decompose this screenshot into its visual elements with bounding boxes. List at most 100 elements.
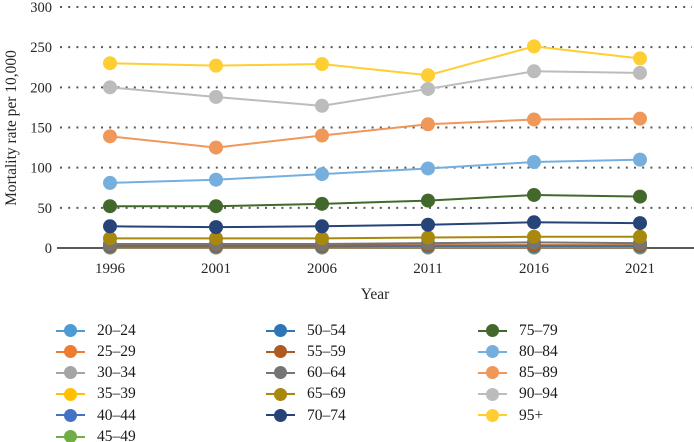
- data-point: [315, 167, 329, 182]
- legend-item: 80–84: [478, 341, 558, 362]
- legend-dot: [486, 408, 499, 422]
- data-point: [315, 196, 329, 211]
- data-point: [633, 216, 647, 231]
- legend-item: 40–44: [56, 405, 136, 426]
- data-point: [209, 199, 223, 214]
- series-line: [110, 235, 640, 240]
- data-point: [315, 98, 329, 113]
- legend-dot: [274, 408, 287, 422]
- legend-dot: [486, 387, 499, 401]
- legend-marker-icon: [478, 408, 507, 422]
- legend-item: 55–59: [266, 341, 346, 362]
- legend-marker-icon: [478, 345, 507, 359]
- data-point: [527, 39, 541, 54]
- legend-label: 90–94: [519, 385, 558, 403]
- data-point: [209, 140, 223, 155]
- axis-labels-layer: 0 50 100 150 200 250 300 1996 2001 2006 2011 2016 20…: [30, 0, 655, 277]
- legend-dot: [274, 387, 287, 401]
- legend-dot: [486, 324, 499, 338]
- legend-dot: [274, 324, 287, 338]
- data-point: [633, 111, 647, 126]
- legend-item: 45–49: [56, 426, 136, 442]
- legend-item: 50–54: [266, 320, 346, 341]
- data-point: [527, 229, 541, 244]
- data-point: [421, 217, 435, 232]
- series-line: [110, 193, 641, 208]
- legend-label: 45–49: [97, 427, 136, 442]
- legend-item: 35–39: [56, 384, 136, 405]
- legend-marker-icon: [266, 408, 295, 422]
- legend-item: 60–64: [266, 362, 346, 383]
- legend-item: 95+: [478, 405, 558, 426]
- chart-legend: 20–24 25–29 30–34 35–39 40–44 45–49 50–54 55–59…: [0, 318, 694, 442]
- data-point: [315, 219, 329, 234]
- data-point: [421, 193, 435, 208]
- y-tick-label: 300: [30, 0, 52, 16]
- legend-marker-icon: [478, 324, 507, 338]
- legend-marker-icon: [56, 366, 85, 380]
- data-point: [633, 152, 647, 167]
- series-85-89: [103, 111, 647, 155]
- x-tick-label: 2021: [625, 261, 655, 277]
- data-point: [103, 219, 117, 234]
- gridlines-layer: [57, 6, 694, 249]
- series-line: [109, 158, 641, 184]
- legend-marker-icon: [266, 345, 295, 359]
- series-95+: [103, 39, 647, 83]
- legend-item: 90–94: [478, 384, 558, 405]
- series-line: [109, 117, 641, 149]
- legend-item: 25–29: [56, 341, 136, 362]
- legend-label: 25–29: [97, 343, 136, 361]
- data-point: [633, 65, 647, 80]
- legend-marker-icon: [56, 387, 85, 401]
- x-tick-label: 2006: [307, 261, 338, 277]
- series-55-59: [103, 238, 647, 253]
- data-point: [315, 57, 329, 72]
- series-line: [110, 241, 641, 245]
- legend-item: 75–79: [478, 320, 558, 341]
- legend-dot: [274, 366, 287, 380]
- data-point: [421, 230, 435, 245]
- y-tick-label: 250: [30, 40, 52, 56]
- legend-dot: [64, 387, 77, 401]
- data-point: [633, 229, 647, 244]
- legend-label: 85–89: [519, 364, 558, 382]
- data-point: [209, 231, 223, 246]
- legend-label: 20–24: [97, 321, 136, 339]
- data-point: [421, 161, 435, 176]
- legend-dot: [486, 345, 499, 359]
- legend-dot: [274, 345, 287, 359]
- legend-marker-icon: [478, 387, 507, 401]
- legend-marker-icon: [266, 366, 295, 380]
- legend-marker-icon: [56, 408, 85, 422]
- legend-item: 20–24: [56, 320, 136, 341]
- data-point: [103, 80, 117, 95]
- legend-dot: [64, 430, 77, 442]
- data-point: [527, 187, 541, 202]
- y-tick-label: 200: [30, 80, 52, 96]
- legend-label: 60–64: [307, 364, 346, 382]
- data-point: [527, 112, 541, 127]
- series-65-69: [103, 229, 647, 246]
- legend-label: 75–79: [519, 321, 558, 339]
- y-tick-label: 50: [38, 201, 53, 217]
- legend-label: 70–74: [307, 406, 346, 424]
- legend-label: 95+: [519, 406, 544, 424]
- data-point: [209, 220, 223, 235]
- data-point: [103, 129, 117, 144]
- data-point: [209, 89, 223, 104]
- legend-label: 80–84: [519, 343, 558, 361]
- y-tick-label: 0: [45, 241, 52, 257]
- legend-dot: [64, 345, 77, 359]
- y-axis-title: Mortality rate per 10,000: [3, 50, 20, 206]
- data-point: [209, 172, 223, 187]
- series-line: [109, 70, 641, 107]
- data-point: [421, 117, 435, 132]
- legend-column: 20–24 25–29 30–34 35–39 40–44 45–49: [56, 320, 136, 442]
- x-tick-label: 1996: [95, 261, 126, 277]
- series-70-74: [103, 215, 647, 235]
- legend-item: 70–74: [266, 405, 346, 426]
- series-75-79: [103, 187, 647, 214]
- y-tick-label: 150: [30, 121, 52, 137]
